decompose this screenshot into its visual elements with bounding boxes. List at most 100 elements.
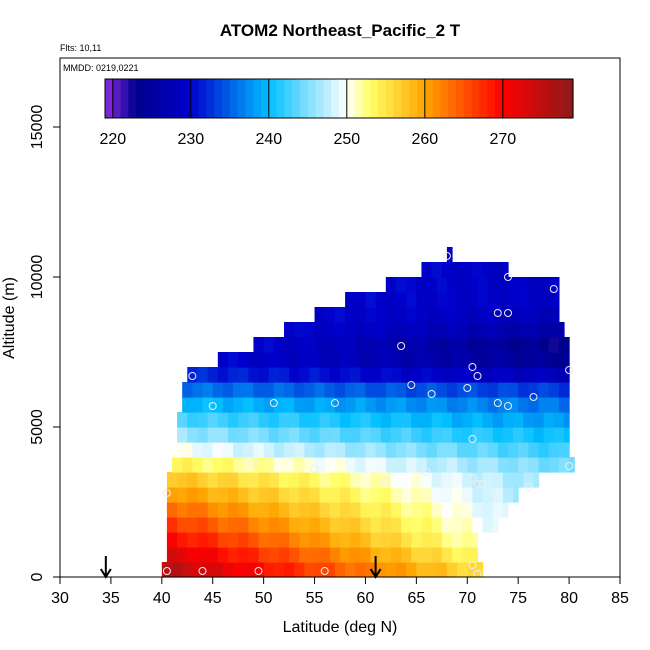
field-cell bbox=[558, 457, 570, 473]
field-cell bbox=[518, 382, 529, 398]
field-cell bbox=[360, 367, 372, 383]
field-cell bbox=[385, 397, 397, 413]
field-cell bbox=[406, 277, 417, 293]
observation-point bbox=[269, 399, 278, 407]
field-cell bbox=[370, 427, 382, 443]
field-cell bbox=[278, 547, 290, 563]
field-cell bbox=[564, 412, 570, 428]
field-cell bbox=[187, 547, 199, 563]
field-cell bbox=[446, 442, 458, 458]
field-cell bbox=[452, 472, 463, 488]
field-cell bbox=[365, 322, 377, 338]
field-cell bbox=[421, 502, 433, 518]
field-cell bbox=[380, 367, 392, 383]
field-cell bbox=[273, 457, 285, 473]
x-tick-label: 50 bbox=[255, 590, 273, 607]
field-cell bbox=[304, 457, 316, 473]
field-cell bbox=[263, 382, 275, 398]
colorbar-swatch bbox=[331, 79, 340, 118]
field-cell bbox=[370, 547, 382, 563]
colorbar-swatch bbox=[456, 79, 465, 118]
field-cell bbox=[278, 517, 290, 533]
colorbar-swatch bbox=[300, 79, 309, 118]
field-cell bbox=[228, 502, 239, 518]
colorbar-swatch bbox=[432, 79, 441, 118]
colorbar-swatch bbox=[487, 79, 496, 118]
field-cell bbox=[273, 337, 285, 353]
field-cell bbox=[273, 442, 285, 458]
field-cell bbox=[350, 502, 361, 518]
field-cell bbox=[258, 517, 270, 533]
field-cell bbox=[258, 412, 270, 428]
field-cell bbox=[197, 427, 209, 443]
field-cell bbox=[472, 472, 484, 488]
field-cell bbox=[233, 562, 244, 578]
field-cell bbox=[345, 337, 356, 353]
colorbar-swatch bbox=[151, 79, 161, 118]
field-cell bbox=[401, 517, 412, 533]
field-cell bbox=[329, 352, 341, 368]
field-cell bbox=[457, 442, 468, 458]
field-cell bbox=[166, 502, 178, 518]
field-cell bbox=[436, 457, 448, 473]
field-cell bbox=[457, 397, 468, 413]
field-cell bbox=[462, 352, 473, 368]
observation-point bbox=[397, 342, 406, 350]
field-cell bbox=[248, 547, 260, 563]
x-tick-label: 60 bbox=[357, 590, 375, 607]
field-cell bbox=[467, 457, 479, 473]
field-cell bbox=[538, 322, 550, 338]
field-cell bbox=[380, 547, 392, 563]
field-cell bbox=[452, 502, 463, 518]
field-cell bbox=[238, 412, 249, 428]
field-cell bbox=[289, 502, 300, 518]
field-cell bbox=[207, 367, 219, 383]
field-cell bbox=[345, 322, 356, 338]
field-cell bbox=[355, 562, 367, 578]
x-tick-label: 80 bbox=[560, 590, 578, 607]
field-cell bbox=[518, 337, 529, 353]
field-cell bbox=[334, 382, 346, 398]
field-cell bbox=[284, 442, 295, 458]
field-cell bbox=[569, 457, 575, 473]
field-cell bbox=[436, 322, 448, 338]
temperature-field bbox=[161, 247, 575, 578]
field-cell bbox=[217, 352, 229, 368]
field-cell bbox=[446, 337, 458, 353]
field-cell bbox=[441, 427, 453, 443]
field-cell bbox=[166, 547, 178, 563]
observation-point bbox=[427, 390, 436, 398]
colorbar-swatch bbox=[502, 79, 512, 118]
field-cell bbox=[365, 307, 377, 323]
field-cell bbox=[431, 412, 443, 428]
x-tick-label: 55 bbox=[306, 590, 324, 607]
colorbar-swatch bbox=[167, 79, 176, 118]
field-cell bbox=[406, 397, 417, 413]
field-cell bbox=[278, 502, 290, 518]
field-cell bbox=[355, 337, 367, 353]
field-cell bbox=[289, 487, 300, 503]
field-cell bbox=[268, 352, 280, 368]
field-cell bbox=[421, 517, 433, 533]
observation-point bbox=[524, 483, 533, 491]
field-cell bbox=[538, 277, 550, 293]
colorbar-swatch bbox=[417, 79, 426, 118]
field-cell bbox=[390, 502, 402, 518]
field-cell bbox=[406, 322, 417, 338]
field-cell bbox=[329, 547, 341, 563]
field-cell bbox=[263, 397, 275, 413]
field-cell bbox=[462, 517, 473, 533]
field-cell bbox=[421, 487, 433, 503]
field-cell bbox=[543, 352, 555, 368]
field-cell bbox=[396, 307, 407, 323]
field-cell bbox=[248, 427, 260, 443]
field-cell bbox=[518, 322, 529, 338]
field-cell bbox=[523, 412, 535, 428]
colorbar-tick-label: 240 bbox=[255, 131, 282, 148]
field-cell bbox=[314, 397, 326, 413]
field-cell bbox=[243, 562, 255, 578]
field-cell bbox=[411, 412, 423, 428]
field-cell bbox=[467, 562, 479, 578]
field-cell bbox=[477, 457, 489, 473]
field-cell bbox=[502, 367, 514, 383]
